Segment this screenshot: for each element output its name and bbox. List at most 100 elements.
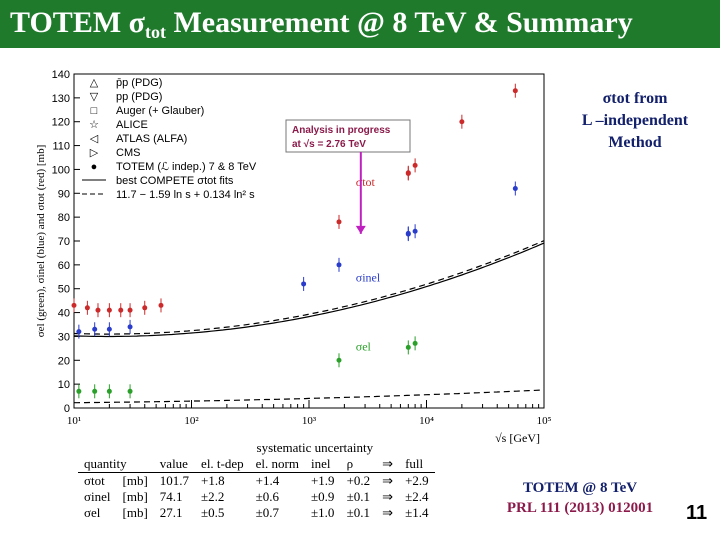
curve-label: σtot [356, 175, 376, 189]
cross-section-plot: 0 10 20 30 40 50 60 70 80 90 100 110 120 130 140 10¹ 10²… [35, 69, 552, 445]
data-point [76, 329, 82, 335]
x-axis-label: √s [GeV] [495, 431, 540, 445]
data-point [405, 344, 411, 350]
table-cell: ±2.2 [201, 489, 225, 504]
table-header-top: systematic uncertainty [78, 440, 435, 456]
table-row: σel [mb] 27.1 ±0.5 ±0.7 ±1.0 ±0.1 ⇒ ±1.4 [78, 505, 435, 521]
y-tick-label: 90 [58, 188, 70, 200]
y-tick-label: 80 [58, 212, 70, 224]
legend-symbol: □ [91, 105, 98, 117]
legend-symbol: ● [91, 161, 98, 173]
y-tick-label: 30 [58, 331, 70, 343]
summary-table: systematic uncertainty quantity value el. t… [78, 440, 435, 521]
fit-tot-curve [73, 242, 545, 338]
legend-entry: CMS [116, 147, 140, 159]
y-tick-label: 60 [58, 260, 70, 272]
data-point [71, 302, 77, 308]
table-cell: 101.7 [159, 473, 190, 488]
page-number: 11 [686, 502, 708, 524]
y-tick-label: 120 [52, 117, 70, 129]
footer-citation: TOTEM @ 8 TeV PRL 111 (2013) 012001 [480, 478, 680, 518]
legend-symbol: ▽ [90, 91, 99, 103]
data-point [84, 305, 90, 311]
legend-entry: ATLAS (ALFA) [116, 133, 187, 145]
data-point [118, 307, 124, 313]
curve-label: σinel [356, 271, 381, 285]
table-cell: ±2.4 [405, 489, 429, 504]
table-header-cell: full [399, 456, 435, 473]
data-point [158, 302, 164, 308]
table-row: σinel [mb] 74.1 ±2.2 ±0.6 ±0.9 ±0.1 ⇒ ±2.4 [78, 489, 435, 505]
footer-line2: PRL 111 (2013) 012001 [506, 500, 654, 516]
table-header-cell: ρ [340, 456, 377, 473]
data-point [92, 388, 98, 394]
table-cell: ±0.9 [310, 489, 335, 504]
y-tick-label: 110 [52, 141, 70, 153]
data-point [127, 307, 133, 313]
data-point [92, 326, 98, 332]
legend-symbol: ▷ [90, 147, 99, 159]
table-cell: σel [84, 505, 101, 520]
table-row: σtot [mb] 101.7 +1.8 +1.4 +1.9 +0.2 ⇒ +2.9 [78, 473, 435, 490]
title-rest: Measurement @ 8 TeV & Summary [165, 6, 633, 39]
legend-entry: Auger (+ Glauber) [116, 105, 204, 117]
footer-line1: TOTEM @ 8 TeV [522, 480, 638, 496]
x-tick-label: 10² [184, 415, 199, 427]
table-cell: ±1.0 [310, 505, 335, 520]
data-point [127, 388, 133, 394]
table-header-cell: systematic uncertainty [256, 440, 374, 455]
y-tick-label: 0 [64, 403, 70, 415]
data-point [412, 340, 418, 346]
data-point [512, 186, 518, 192]
annotation-line2: at √s = 2.76 TeV [292, 139, 366, 150]
table-cell: 74.1 [159, 489, 183, 504]
data-point [336, 262, 342, 268]
data-point [106, 307, 112, 313]
legend-entry: p̄p (PDG) [116, 77, 162, 89]
y-tick-label: 20 [58, 355, 70, 367]
legend-entry: pp (PDG) [116, 91, 162, 103]
table-cell: 27.1 [159, 505, 183, 520]
table-cell: σinel [84, 489, 111, 504]
table-cell: ±0.6 [255, 489, 280, 504]
data-point [412, 228, 418, 234]
data-point [412, 162, 418, 168]
table-cell: [mb] [122, 473, 148, 488]
table-cell: +2.9 [405, 473, 429, 488]
table-header-cell: value [153, 456, 196, 473]
y-tick-label: 50 [58, 284, 70, 296]
y-tick-label: 130 [52, 93, 70, 105]
data-point [127, 324, 133, 330]
legend-entry: best COMPETE σtot fits [116, 175, 234, 187]
slide-title: TOTEM σtot Measurement @ 8 TeV & Summary [10, 6, 633, 43]
x-tick-label: 10⁴ [419, 415, 434, 427]
curve-label: σel [356, 340, 372, 354]
legend-symbol: ☆ [89, 119, 99, 131]
data-point [405, 170, 411, 176]
table-cell: +1.4 [255, 473, 280, 488]
table-cell: [mb] [122, 489, 148, 504]
y-tick-label: 140 [52, 69, 70, 81]
table-cell: ±1.4 [405, 505, 429, 520]
table-cell: +1.8 [201, 473, 225, 488]
annotation-arrowhead [355, 225, 366, 234]
table-cell: ⇒ [382, 505, 394, 520]
legend-entry: ALICE [116, 119, 148, 131]
data-point [301, 281, 307, 287]
legend-entry: TOTEM (ℒ indep.) 7 & 8 TeV [116, 161, 257, 173]
data-point [106, 326, 112, 332]
table-cell: ±0.1 [346, 489, 370, 504]
y-tick-label: 70 [58, 236, 70, 248]
table-cell: +0.2 [346, 473, 371, 488]
table-header-cell: ⇒ [376, 456, 400, 473]
legend-entry: 11.7 − 1.59 ln s + 0.134 ln² s [116, 189, 255, 201]
title-bar: TOTEM σtot Measurement @ 8 TeV & Summary [0, 0, 720, 48]
table-header-cell: quantity [78, 456, 154, 473]
table-header-cell: el. t-dep [195, 456, 250, 473]
data-point [76, 388, 82, 394]
data-point [142, 305, 148, 311]
legend-symbol: ◁ [90, 133, 99, 145]
table-header: quantity value el. t-dep el. norm inel ρ ⇒ full [78, 456, 435, 473]
data-point [459, 119, 465, 125]
data-point [405, 231, 411, 237]
